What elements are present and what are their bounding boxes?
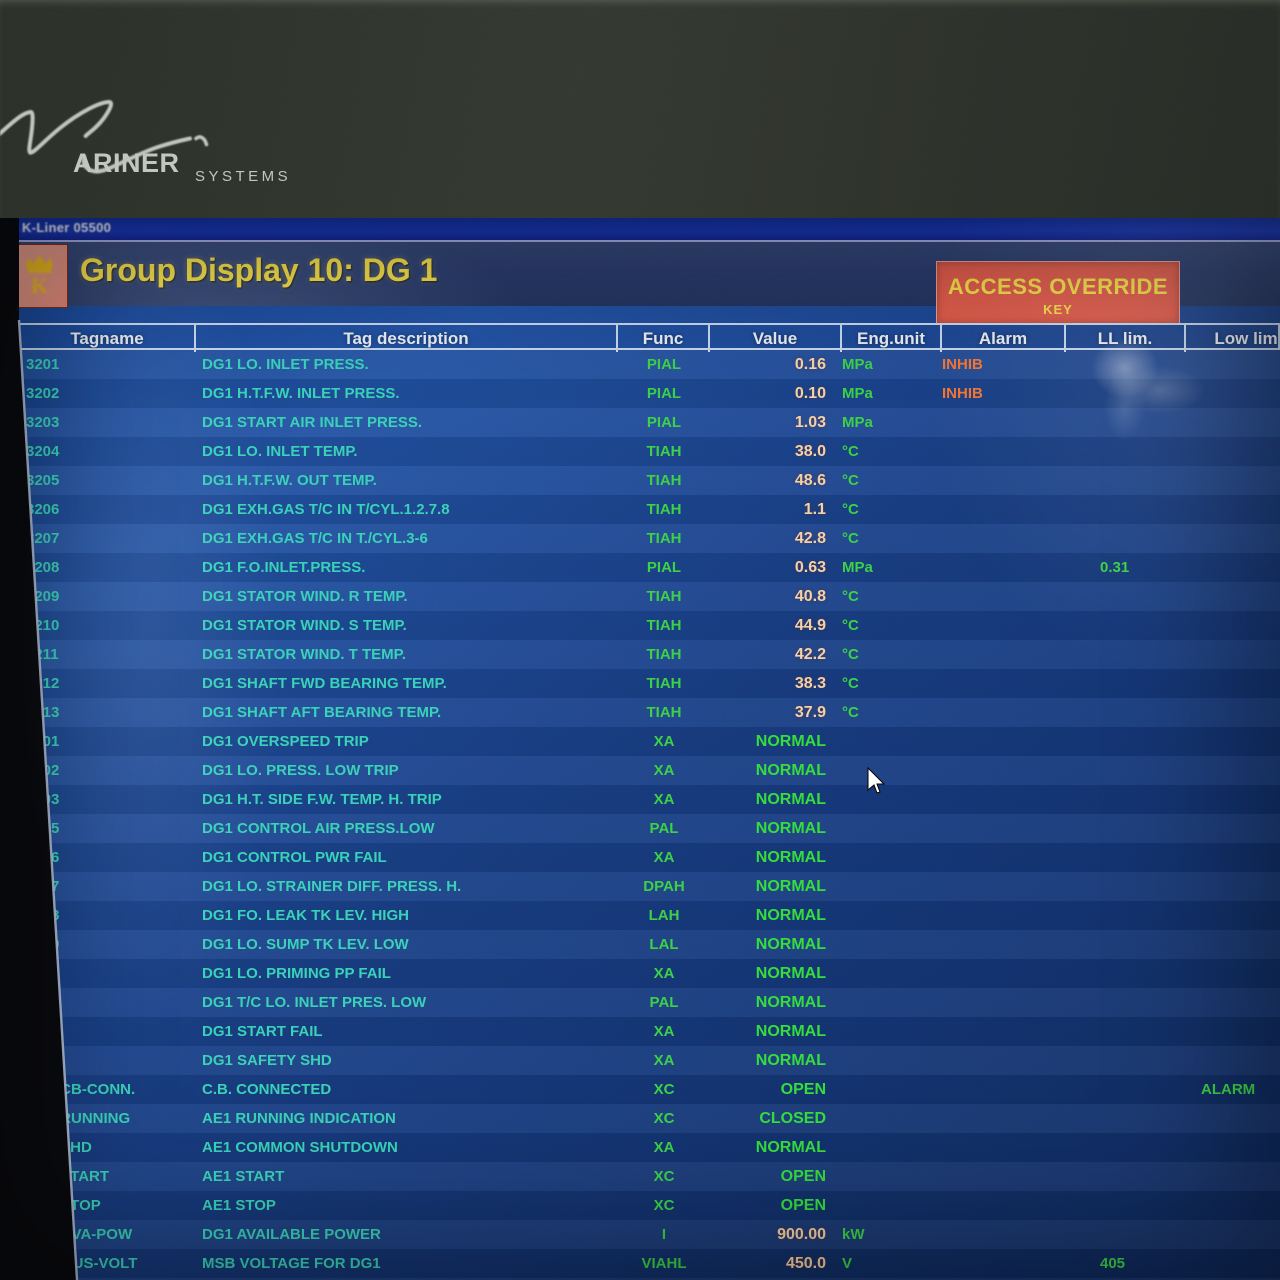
svg-text:K: K <box>31 273 48 298</box>
